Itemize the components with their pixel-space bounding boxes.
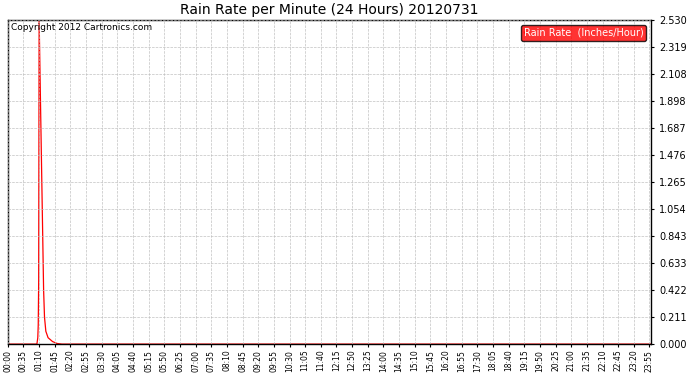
Title: Rain Rate per Minute (24 Hours) 20120731: Rain Rate per Minute (24 Hours) 20120731	[180, 3, 479, 17]
Legend: Rain Rate  (Inches/Hour): Rain Rate (Inches/Hour)	[521, 25, 647, 40]
Text: Copyright 2012 Cartronics.com: Copyright 2012 Cartronics.com	[11, 23, 152, 32]
